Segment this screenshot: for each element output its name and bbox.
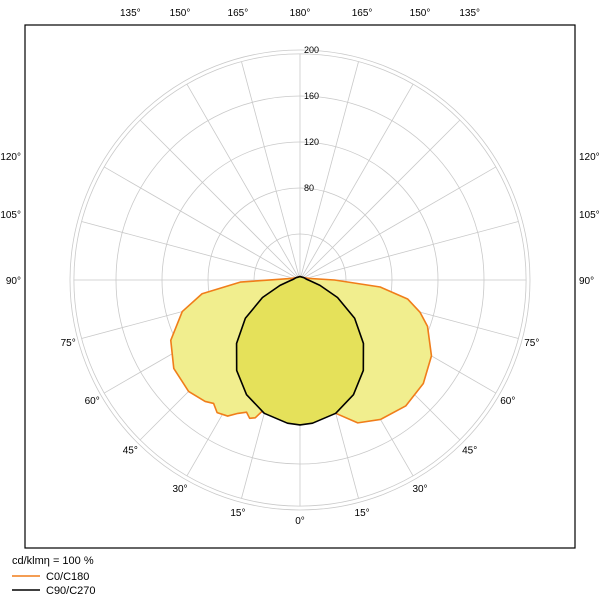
legend-label: C90/C270 [46,585,96,597]
angle-label: 120° [579,152,600,163]
ring-label: 200 [304,45,319,55]
ring-label: 120 [304,137,319,147]
ring-label: 160 [304,91,319,101]
angle-label: 150° [410,8,431,19]
angle-label: 45° [123,446,138,457]
angle-label: 90° [6,276,21,287]
angle-label: 75° [61,338,76,349]
angle-label: 30° [172,484,187,495]
angle-label: 15° [230,508,245,519]
legend-label: C0/C180 [46,571,89,583]
angle-label: 180° [290,8,311,19]
angle-label: 105° [0,210,21,221]
angle-label: 0° [295,516,305,527]
angle-label: 90° [579,276,594,287]
angle-label: 60° [500,396,515,407]
angle-label: 135° [459,8,480,19]
angle-label: 150° [170,8,191,19]
angle-label: 105° [579,210,600,221]
angle-label: 60° [85,396,100,407]
polar-diagram: 80 120 160 200 0° 15° 15° 30° 30° 45° 45° 60° 60° 75°… [0,0,600,600]
angle-label: 165° [228,8,249,19]
angle-label: 75° [524,338,539,349]
angle-label: 45° [462,446,477,457]
ring-label: 80 [304,183,314,193]
legend: C0/C180 C90/C270 [12,571,96,597]
angle-label: 120° [0,152,21,163]
footer-text: cd/klmη = 100 % [12,555,94,567]
angle-label: 30° [412,484,427,495]
angle-label: 15° [355,508,370,519]
angle-label: 165° [352,8,373,19]
angle-label: 135° [120,8,141,19]
